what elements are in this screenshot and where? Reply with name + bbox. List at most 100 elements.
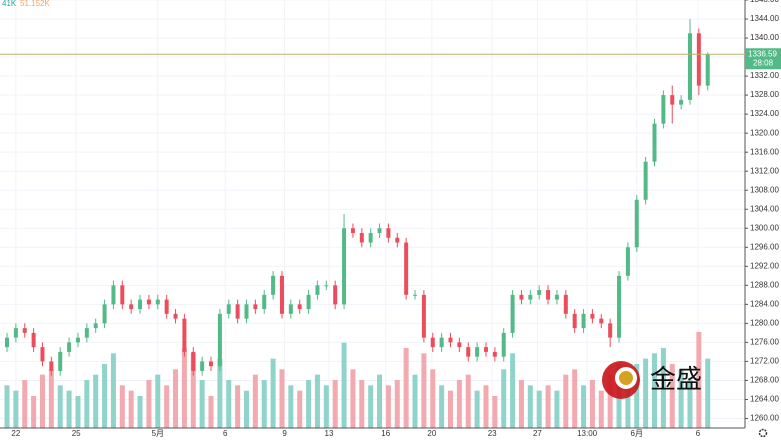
candle-body <box>279 275 284 314</box>
candle-body <box>625 247 630 276</box>
volume-bar <box>598 390 604 428</box>
candle-body <box>191 351 196 371</box>
y-tick-label: 1276.00 <box>750 338 779 347</box>
candle-body <box>510 294 515 333</box>
volume-bar <box>652 353 658 428</box>
volume-bar <box>332 380 338 428</box>
candle-body <box>696 33 701 86</box>
volume-bar <box>554 390 560 428</box>
volume-bar <box>173 369 179 428</box>
volume-bar <box>634 364 640 428</box>
x-tick-label: 9 <box>282 429 287 438</box>
x-tick-label: 6月 <box>631 429 643 438</box>
x-tick-label: 25 <box>72 429 81 438</box>
candle-body <box>528 294 533 300</box>
volume-bar <box>270 358 276 428</box>
candle-body <box>40 347 45 362</box>
volume-bar <box>643 358 649 428</box>
volume-bar <box>536 390 542 428</box>
volume-bar <box>696 332 702 428</box>
volume-bar <box>128 390 134 428</box>
candle-body <box>111 285 116 305</box>
volume-bar <box>403 348 409 428</box>
candle-body <box>155 299 160 305</box>
volume-bar <box>235 385 241 428</box>
volume-bar <box>421 353 427 428</box>
volume-bar <box>501 369 507 428</box>
volume-bar <box>572 369 578 428</box>
volume-bar <box>66 390 72 428</box>
volume-bar <box>199 380 205 428</box>
y-tick-label: 1320.00 <box>750 128 779 137</box>
candle-body <box>430 337 435 348</box>
y-tick-label: 1316.00 <box>750 147 779 156</box>
volume-bar <box>102 364 108 428</box>
volume-bar <box>261 380 267 428</box>
candle-body <box>120 285 125 305</box>
volume-bar <box>474 390 480 428</box>
volume-bar <box>75 396 81 428</box>
candle-body <box>324 285 329 287</box>
volume-bar <box>581 385 587 428</box>
legend-volume: 41K <box>2 0 17 8</box>
candle-body <box>546 290 551 300</box>
volume-bar <box>4 385 10 428</box>
candle-body <box>590 313 595 319</box>
candle-body <box>200 361 205 371</box>
volume-bar <box>323 385 329 428</box>
candle-body <box>519 294 524 300</box>
volume-bar <box>385 385 391 428</box>
watermark-logo: 金盛 <box>602 361 702 399</box>
candle-body <box>634 199 639 248</box>
y-tick-label: 1280.00 <box>750 318 779 327</box>
volume-bar <box>306 380 312 428</box>
candle-body <box>244 304 249 319</box>
legend-volume-ma: 51.152K <box>20 0 50 8</box>
candle-body <box>439 337 444 348</box>
volume-bar <box>456 380 462 428</box>
volume-bar <box>563 374 569 428</box>
volume-bar <box>31 396 37 428</box>
y-tick-label: 1264.00 <box>750 395 779 404</box>
candle-body <box>679 99 684 105</box>
candle-body <box>58 351 63 371</box>
candle-body <box>652 123 657 162</box>
volume-bar <box>84 380 90 428</box>
x-tick-label: 23 <box>488 429 497 438</box>
volume-bar <box>492 396 498 428</box>
candle-body <box>209 361 214 367</box>
candle-body <box>217 313 222 367</box>
candle-body <box>608 323 613 338</box>
candle-body <box>297 304 302 310</box>
candle-body <box>75 337 80 343</box>
volume-bar <box>589 380 595 428</box>
volume-bar <box>22 380 28 428</box>
candle-body <box>643 161 648 200</box>
candle-body <box>377 228 382 234</box>
y-tick-label: 1260.00 <box>750 414 779 423</box>
x-tick-label: 5月 <box>152 429 164 438</box>
settings-icon[interactable] <box>758 428 768 438</box>
volume-bar <box>527 385 533 428</box>
volume-bar <box>412 374 418 428</box>
candle-body <box>146 299 151 305</box>
y-tick-label: 1328.00 <box>750 90 779 99</box>
candle-body <box>581 313 586 329</box>
volume-bar <box>252 374 258 428</box>
volume-bar <box>341 342 347 428</box>
candle-body <box>457 342 462 348</box>
candle-body <box>395 237 400 243</box>
candle-body <box>84 328 89 338</box>
volume-bar <box>368 385 374 428</box>
x-tick-label: 27 <box>533 429 542 438</box>
y-tick-label: 1300.00 <box>750 223 779 232</box>
volume-bar <box>164 385 170 428</box>
volume-bar <box>181 348 187 428</box>
x-tick-label: 6 <box>696 429 701 438</box>
volume-bar <box>545 385 551 428</box>
candle-body <box>93 323 98 329</box>
candle-body <box>49 361 54 371</box>
y-tick-label: 1332.00 <box>750 71 779 80</box>
y-tick-label: 1268.00 <box>750 376 779 385</box>
candle-body <box>501 332 506 357</box>
